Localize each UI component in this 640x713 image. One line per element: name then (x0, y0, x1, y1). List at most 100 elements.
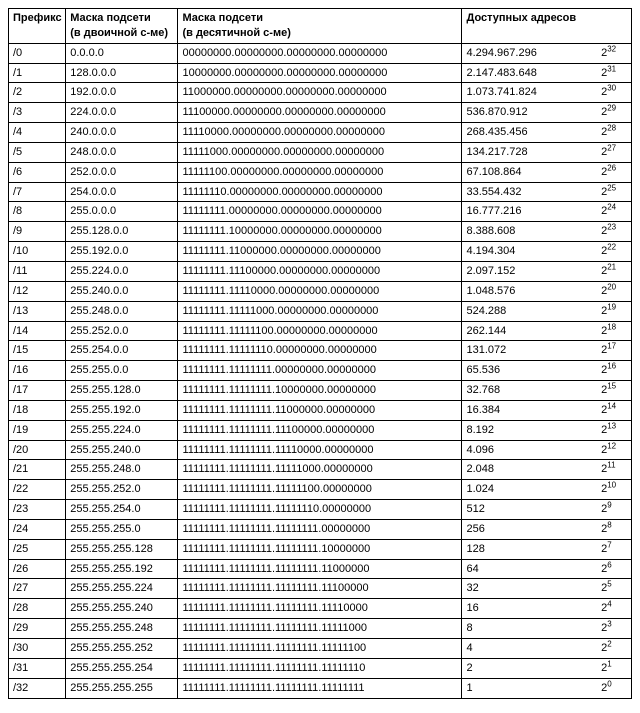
cell-prefix: /5 (9, 142, 66, 162)
table-row: /9255.128.0.011111111.10000000.00000000.… (9, 222, 632, 242)
cell-mask-decimal: 255.255.240.0 (66, 440, 178, 460)
table-row: /29255.255.255.24811111111.11111111.1111… (9, 619, 632, 639)
table-row: /31255.255.255.25411111111.11111111.1111… (9, 658, 632, 678)
cell-mask-binary: 11111111.11111000.00000000.00000000 (178, 301, 462, 321)
cell-mask-binary: 11111111.11111111.11000000.00000000 (178, 400, 462, 420)
cell-mask-decimal: 255.255.255.252 (66, 639, 178, 659)
cell-count: 1 (462, 678, 597, 698)
cell-count: 8.388.608 (462, 222, 597, 242)
cell-mask-decimal: 255.255.255.248 (66, 619, 178, 639)
cell-power: 222 (597, 242, 631, 262)
cell-power: 20 (597, 678, 631, 698)
cell-exponent: 4 (607, 600, 611, 609)
cell-prefix: /17 (9, 381, 66, 401)
cell-count: 262.144 (462, 321, 597, 341)
cell-mask-binary: 11111111.11111111.11111111.11111000 (178, 619, 462, 639)
cell-prefix: /32 (9, 678, 66, 698)
table-row: /15255.254.0.011111111.11111110.00000000… (9, 341, 632, 361)
cell-power: 224 (597, 202, 631, 222)
cell-exponent: 18 (607, 322, 616, 331)
cell-mask-decimal: 255.255.255.240 (66, 599, 178, 619)
cell-exponent: 7 (607, 540, 611, 549)
cell-mask-decimal: 255.255.255.254 (66, 658, 178, 678)
col-addr-l1: Доступных адресов (466, 12, 576, 24)
cell-prefix: /6 (9, 162, 66, 182)
cell-count: 1.048.576 (462, 281, 597, 301)
cell-power: 211 (597, 460, 631, 480)
cell-mask-decimal: 255.255.192.0 (66, 400, 178, 420)
cell-power: 226 (597, 162, 631, 182)
cell-power: 210 (597, 480, 631, 500)
cell-mask-binary: 11111111.11111111.11111111.11111111 (178, 678, 462, 698)
cell-power: 218 (597, 321, 631, 341)
cell-exponent: 22 (607, 242, 616, 251)
cell-power: 213 (597, 420, 631, 440)
table-row: /30255.255.255.25211111111.11111111.1111… (9, 639, 632, 659)
cell-mask-binary: 11111111.00000000.00000000.00000000 (178, 202, 462, 222)
cell-prefix: /18 (9, 400, 66, 420)
cell-count: 1.024 (462, 480, 597, 500)
cell-count: 4.096 (462, 440, 597, 460)
cell-power: 219 (597, 301, 631, 321)
cell-mask-decimal: 255.255.255.0 (66, 519, 178, 539)
table-row: /24255.255.255.011111111.11111111.111111… (9, 519, 632, 539)
cell-count: 268.435.456 (462, 123, 597, 143)
cell-mask-decimal: 224.0.0.0 (66, 103, 178, 123)
cell-prefix: /8 (9, 202, 66, 222)
cell-prefix: /28 (9, 599, 66, 619)
cell-count: 1.073.741.824 (462, 83, 597, 103)
table-row: /8255.0.0.011111111.00000000.00000000.00… (9, 202, 632, 222)
col-mask-decimal: Маска подсети (в двоичной с-ме) (66, 9, 178, 44)
table-row: /19255.255.224.011111111.11111111.111000… (9, 420, 632, 440)
cell-power: 26 (597, 559, 631, 579)
table-row: /7254.0.0.011111110.00000000.00000000.00… (9, 182, 632, 202)
cell-mask-decimal: 254.0.0.0 (66, 182, 178, 202)
cell-exponent: 6 (607, 560, 611, 569)
cell-mask-binary: 11111111.11110000.00000000.00000000 (178, 281, 462, 301)
cell-power: 214 (597, 400, 631, 420)
table-row: /18255.255.192.011111111.11111111.110000… (9, 400, 632, 420)
cell-exponent: 25 (607, 183, 616, 192)
cell-count: 8 (462, 619, 597, 639)
cell-count: 16.777.216 (462, 202, 597, 222)
cell-prefix: /22 (9, 480, 66, 500)
cell-mask-decimal: 255.255.252.0 (66, 480, 178, 500)
cell-count: 131.072 (462, 341, 597, 361)
cell-mask-decimal: 240.0.0.0 (66, 123, 178, 143)
cell-power: 28 (597, 519, 631, 539)
cell-power: 220 (597, 281, 631, 301)
cell-exponent: 15 (607, 381, 616, 390)
cell-exponent: 2 (607, 639, 611, 648)
table-row: /3224.0.0.011100000.00000000.00000000.00… (9, 103, 632, 123)
table-row: /14255.252.0.011111111.11111100.00000000… (9, 321, 632, 341)
col-mask-binary: Маска подсети (в десятичной с-ме) (178, 9, 462, 44)
cell-count: 4.294.967.296 (462, 43, 597, 63)
cell-power: 25 (597, 579, 631, 599)
cell-power: 229 (597, 103, 631, 123)
cell-prefix: /14 (9, 321, 66, 341)
cell-mask-binary: 11111111.11111111.11111100.00000000 (178, 480, 462, 500)
cell-prefix: /30 (9, 639, 66, 659)
col-mask-dec-l2: (в двоичной с-ме) (70, 27, 168, 39)
cell-exponent: 21 (607, 262, 616, 271)
table-row: /11255.224.0.011111111.11100000.00000000… (9, 261, 632, 281)
cell-exponent: 12 (607, 441, 616, 450)
cell-prefix: /27 (9, 579, 66, 599)
table-row: /10255.192.0.011111111.11000000.00000000… (9, 242, 632, 262)
cell-mask-binary: 11111111.11000000.00000000.00000000 (178, 242, 462, 262)
cell-exponent: 19 (607, 302, 616, 311)
cell-count: 65.536 (462, 361, 597, 381)
cell-prefix: /10 (9, 242, 66, 262)
cell-count: 8.192 (462, 420, 597, 440)
cell-count: 16 (462, 599, 597, 619)
cell-count: 2.048 (462, 460, 597, 480)
cell-prefix: /11 (9, 261, 66, 281)
cell-mask-binary: 11111000.00000000.00000000.00000000 (178, 142, 462, 162)
cell-count: 33.554.432 (462, 182, 597, 202)
table-row: /21255.255.248.011111111.11111111.111110… (9, 460, 632, 480)
cell-mask-binary: 11111111.11111111.11111000.00000000 (178, 460, 462, 480)
table-row: /5248.0.0.011111000.00000000.00000000.00… (9, 142, 632, 162)
cell-count: 32 (462, 579, 597, 599)
table-row: /13255.248.0.011111111.11111000.00000000… (9, 301, 632, 321)
cell-power: 24 (597, 599, 631, 619)
